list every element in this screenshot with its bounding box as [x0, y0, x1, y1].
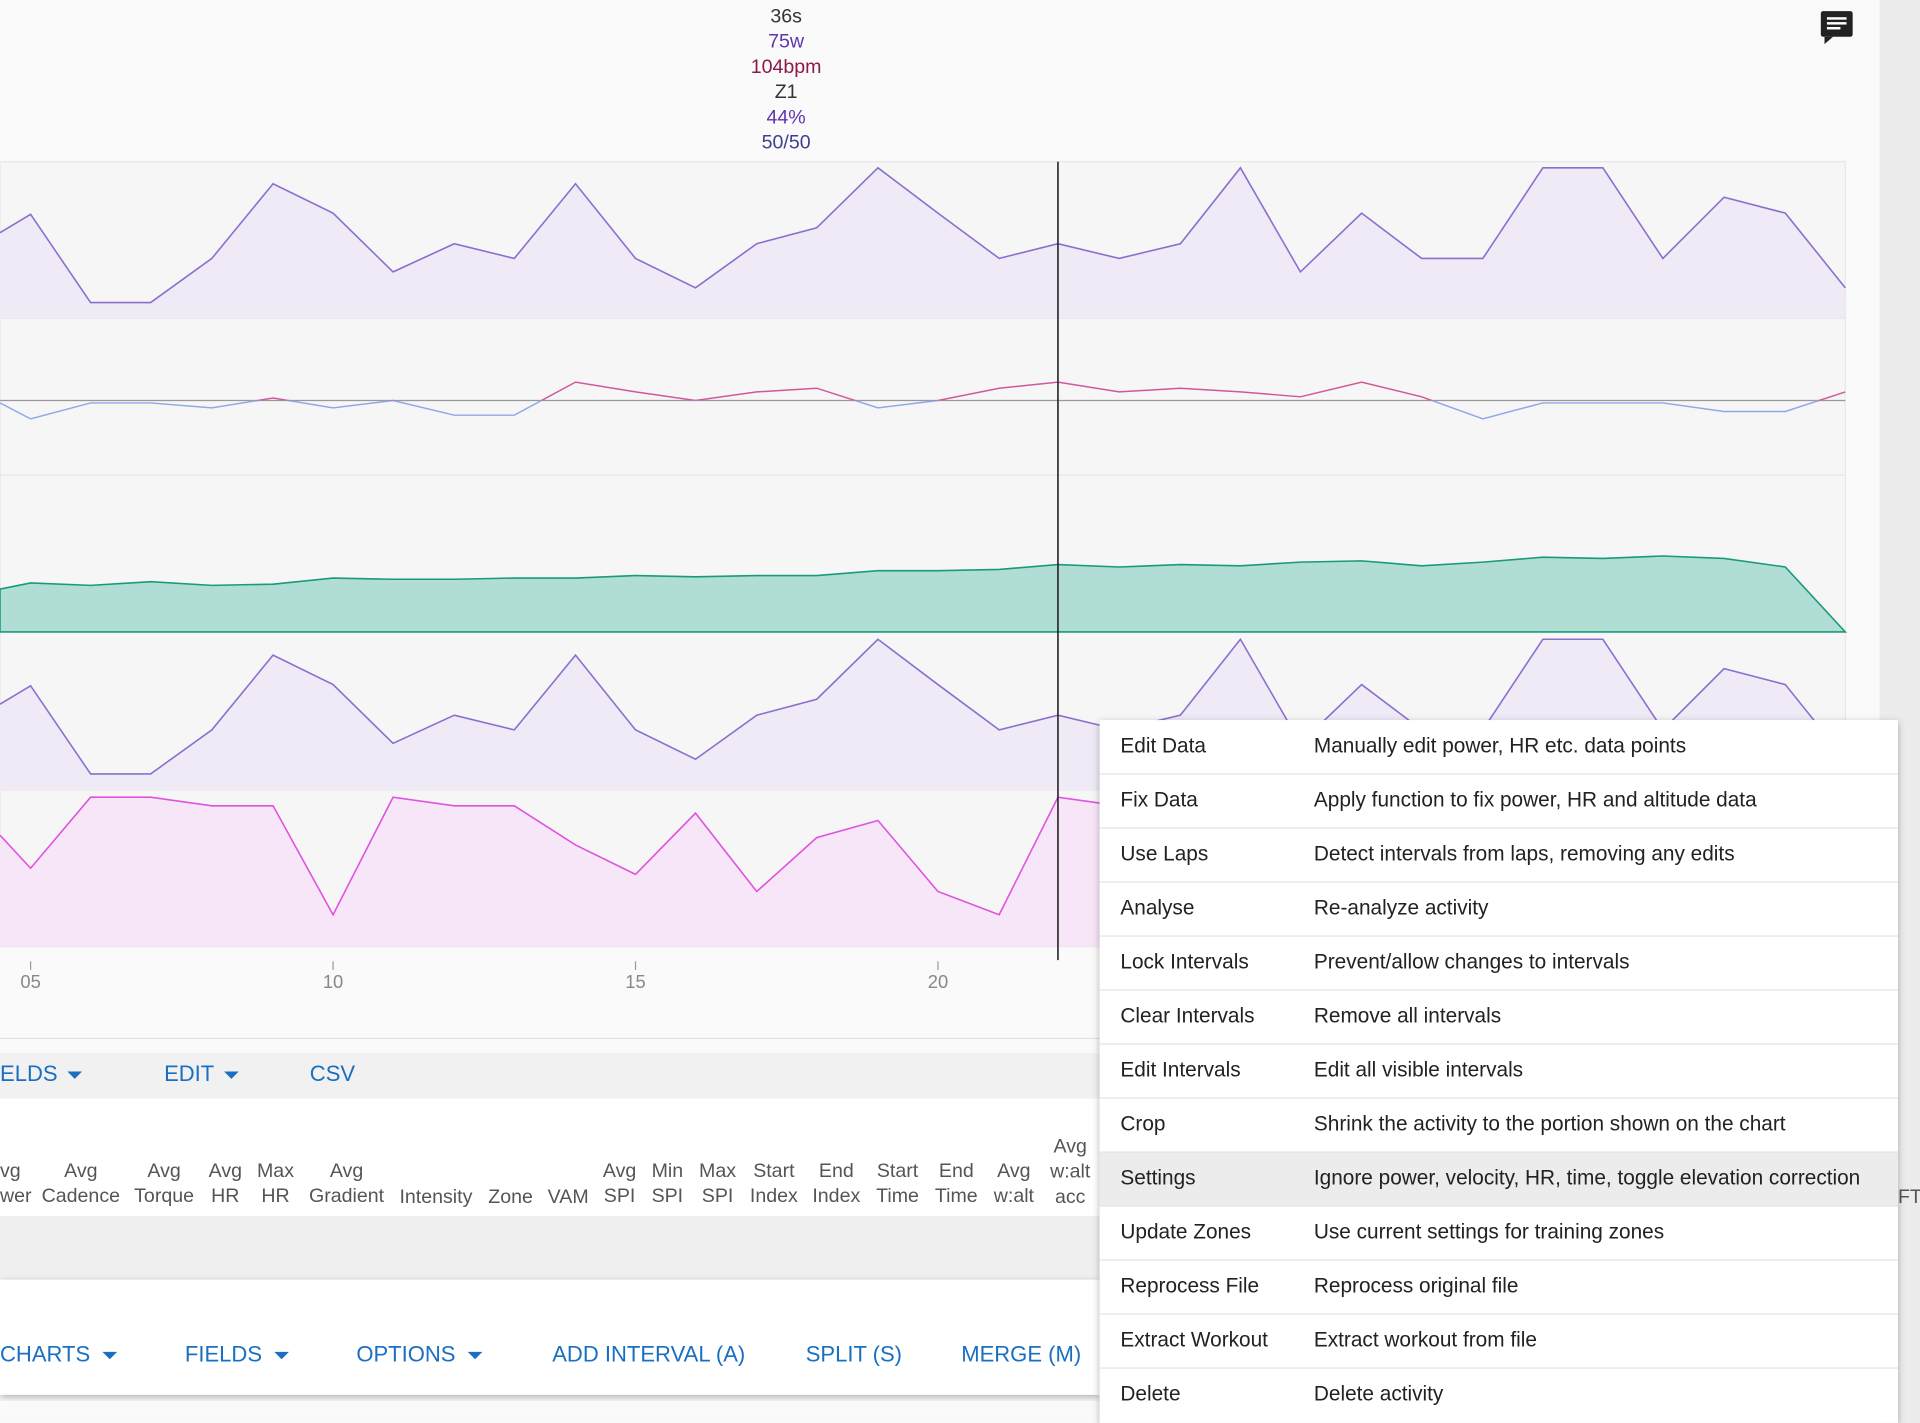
toolbar-button[interactable]: CHARTS — [0, 1341, 90, 1366]
column-header: Time — [876, 1185, 919, 1207]
column-header: Max — [257, 1160, 294, 1182]
column-header: Avg — [147, 1160, 180, 1182]
menu-item-description[interactable]: Extract workout from file — [1314, 1329, 1537, 1352]
column-header: HR — [261, 1185, 289, 1207]
menu-item-description[interactable]: Prevent/allow changes to intervals — [1314, 951, 1630, 974]
column-header: wer — [0, 1185, 32, 1207]
column-header: Avg — [330, 1160, 363, 1182]
menu-item-description[interactable]: Use current settings for training zones — [1314, 1221, 1664, 1244]
menu-item-description[interactable]: Remove all intervals — [1314, 1005, 1501, 1028]
menu-item-description[interactable]: Apply function to fix power, HR and alti… — [1314, 789, 1757, 812]
column-header: Time — [935, 1185, 978, 1207]
tooltip-line: 104bpm — [751, 56, 822, 78]
menu-item-label[interactable]: Use Laps — [1120, 843, 1208, 866]
tooltip-line: 36s — [770, 5, 802, 27]
column-header: Index — [750, 1185, 798, 1207]
dropdown-arrow — [67, 1071, 83, 1079]
toolbar-button[interactable]: MERGE (M) — [961, 1341, 1081, 1366]
toolbar-button[interactable]: OPTIONS — [356, 1341, 455, 1366]
bottom-toolbar — [0, 1279, 1100, 1395]
column-header: Start — [877, 1160, 919, 1182]
menu-item-label[interactable]: Delete — [1120, 1383, 1180, 1406]
column-header: Avg — [64, 1160, 97, 1182]
column-header: w:alt — [993, 1185, 1035, 1207]
column-header: FT — [1898, 1186, 1920, 1208]
menu-item-description[interactable]: Re-analyze activity — [1314, 897, 1489, 920]
column-header: w:alt — [1049, 1161, 1091, 1183]
toolbar-button[interactable]: FIELDS — [185, 1341, 262, 1366]
x-tick-label: 15 — [625, 971, 645, 992]
column-header: End — [939, 1160, 974, 1182]
menu-item-label[interactable]: Analyse — [1120, 897, 1194, 920]
tooltip-line: 44% — [767, 106, 806, 128]
column-header: Min — [652, 1160, 684, 1182]
column-header: Torque — [134, 1185, 194, 1207]
column-header: SPI — [604, 1185, 636, 1207]
dropdown-arrow — [467, 1351, 483, 1360]
menu-item-label[interactable]: Reprocess File — [1120, 1275, 1259, 1298]
column-header: acc — [1055, 1186, 1086, 1208]
column-header: Avg — [209, 1160, 242, 1182]
context-menu — [1099, 720, 1898, 1423]
column-header: VAM — [548, 1186, 589, 1208]
menu-item-label[interactable]: Fix Data — [1120, 789, 1198, 812]
column-header: Cadence — [42, 1185, 120, 1207]
menu-item-description[interactable]: Edit all visible intervals — [1314, 1059, 1523, 1082]
menu-item-label[interactable]: Edit Intervals — [1120, 1059, 1240, 1082]
toolbar-button[interactable]: ELDS — [0, 1061, 58, 1086]
menu-item-description[interactable]: Reprocess original file — [1314, 1275, 1519, 1298]
tooltip-line: Z1 — [775, 81, 798, 103]
menu-item-label[interactable]: Settings — [1120, 1167, 1195, 1190]
toolbar — [0, 1053, 1100, 1099]
dropdown-arrow — [224, 1071, 239, 1079]
column-header: SPI — [652, 1185, 684, 1207]
column-header: Max — [699, 1160, 736, 1182]
dropdown-arrow — [274, 1351, 289, 1360]
menu-item-description[interactable]: Manually edit power, HR etc. data points — [1314, 735, 1686, 758]
x-tick-label: 10 — [323, 971, 343, 992]
toolbar-button[interactable]: CSV — [310, 1061, 356, 1086]
column-header: vg — [0, 1160, 21, 1182]
menu-item-description[interactable]: Delete activity — [1314, 1383, 1444, 1406]
column-header: Index — [812, 1185, 860, 1207]
x-tick-label: 05 — [20, 971, 40, 992]
toolbar-button[interactable]: SPLIT (S) — [806, 1341, 902, 1366]
column-header: Intensity — [399, 1186, 472, 1208]
menu-item-label[interactable]: Update Zones — [1120, 1221, 1251, 1244]
column-header: Gradient — [309, 1185, 385, 1207]
menu-item-label[interactable]: Crop — [1120, 1113, 1165, 1136]
column-header: Avg — [997, 1160, 1030, 1182]
column-header: Avg — [603, 1160, 636, 1182]
column-header: Avg — [1054, 1136, 1087, 1158]
toolbar-button[interactable]: ADD INTERVAL (A) — [552, 1341, 745, 1366]
x-tick-label: 20 — [928, 971, 948, 992]
menu-item-label[interactable]: Edit Data — [1120, 735, 1206, 758]
column-header: Start — [753, 1160, 795, 1182]
tooltip-line: 75w — [768, 31, 805, 53]
menu-item-description[interactable]: Detect intervals from laps, removing any… — [1314, 843, 1735, 866]
toolbar-button[interactable]: EDIT — [164, 1061, 214, 1086]
dropdown-arrow — [102, 1351, 118, 1360]
column-header: End — [819, 1160, 854, 1182]
menu-item-description[interactable]: Shrink the activity to the portion shown… — [1314, 1113, 1786, 1136]
menu-item-label[interactable]: Extract Workout — [1120, 1329, 1268, 1352]
menu-highlight — [1099, 1152, 1898, 1206]
column-header: HR — [211, 1185, 239, 1207]
menu-item-label[interactable]: Lock Intervals — [1120, 951, 1248, 974]
menu-item-label[interactable]: Clear Intervals — [1120, 1005, 1254, 1028]
tooltip-line: 50/50 — [762, 132, 811, 154]
menu-item-description[interactable]: Ignore power, velocity, HR, time, toggle… — [1314, 1167, 1860, 1190]
column-header: SPI — [702, 1185, 734, 1207]
column-header: Zone — [488, 1186, 533, 1208]
